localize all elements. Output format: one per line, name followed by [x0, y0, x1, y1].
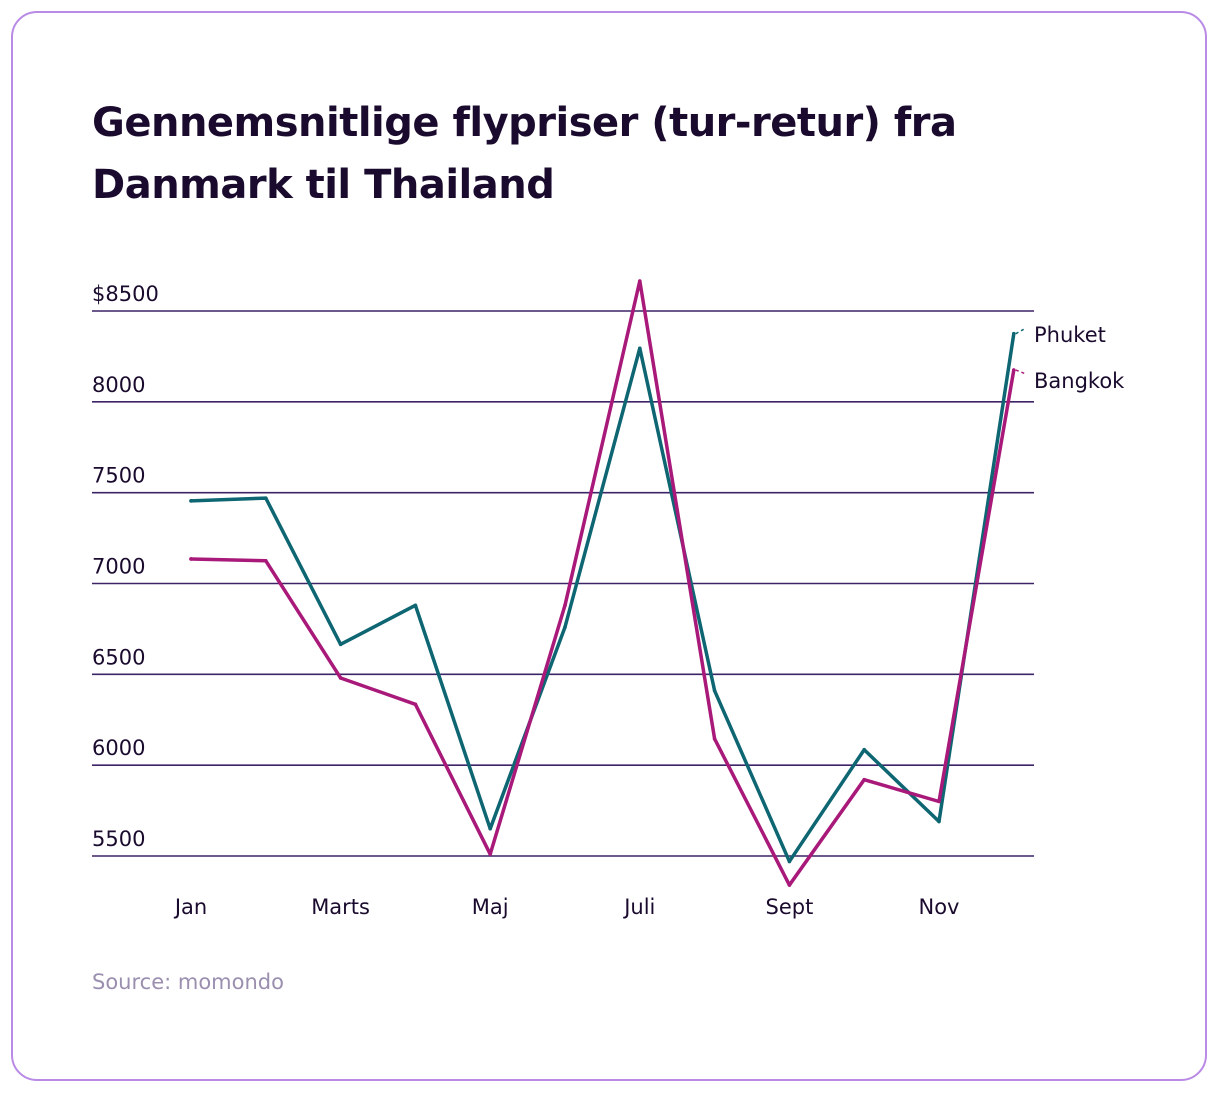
series-lines — [189, 279, 1016, 887]
data-point-bangkok — [787, 883, 792, 887]
y-tick-label: 7500 — [92, 464, 145, 488]
series-line-phuket — [189, 331, 1016, 864]
x-tick-label: Jan — [173, 895, 207, 919]
source-note: Source: momondo — [92, 970, 284, 994]
data-point-phuket — [413, 603, 418, 608]
x-tick-label: Sept — [765, 895, 813, 919]
y-tick-label: 6500 — [92, 645, 145, 669]
data-point-bangkok — [638, 279, 642, 283]
chart-card — [11, 11, 1207, 1081]
chart-title: Gennemsnitlige flypriser (tur-retur) fra… — [92, 100, 957, 208]
data-point-phuket — [488, 826, 493, 831]
y-tick-label: 7000 — [92, 555, 145, 579]
x-tick-label: Maj — [472, 895, 509, 919]
y-tick-label: 6000 — [92, 736, 145, 760]
legend-leader-phuket — [1015, 327, 1027, 335]
legend-label-phuket: Phuket — [1034, 323, 1106, 347]
data-point-bangkok — [862, 777, 866, 782]
x-tick-label: Marts — [311, 895, 370, 919]
data-point-phuket — [638, 346, 642, 351]
gridlines — [92, 310, 1034, 857]
data-point-bangkok — [1012, 368, 1016, 372]
data-point-bangkok — [937, 799, 941, 804]
data-point-phuket — [264, 496, 268, 500]
data-point-phuket — [712, 688, 717, 693]
legend-leader-bangkok — [1015, 369, 1027, 375]
data-point-phuket — [862, 747, 866, 752]
data-point-phuket — [189, 499, 193, 503]
legend-label-bangkok: Bangkok — [1034, 369, 1125, 393]
data-point-bangkok — [712, 737, 717, 741]
y-axis-ticks: 5500 6000 6500 7000 7500 8000 $8500 — [92, 282, 159, 851]
data-point-bangkok — [338, 676, 343, 680]
legend: Phuket Bangkok — [1015, 323, 1125, 393]
data-point-phuket — [937, 819, 941, 824]
y-tick-label: 8000 — [92, 373, 145, 397]
data-point-bangkok — [488, 852, 493, 856]
data-point-phuket — [563, 625, 567, 629]
y-tick-label: 5500 — [92, 827, 145, 851]
x-tick-label: Nov — [919, 895, 960, 919]
data-point-bangkok — [189, 557, 193, 561]
data-point-phuket — [787, 859, 792, 864]
data-point-bangkok — [264, 558, 268, 563]
x-axis-ticks: Jan Marts Maj Juli Sept Nov — [173, 895, 960, 919]
series-line-bangkok — [189, 279, 1016, 887]
data-point-bangkok — [563, 603, 567, 608]
x-tick-label: Juli — [622, 895, 655, 919]
data-point-phuket — [338, 642, 343, 647]
y-tick-label: $8500 — [92, 282, 159, 306]
data-point-phuket — [1012, 331, 1016, 336]
data-point-bangkok — [413, 702, 418, 707]
